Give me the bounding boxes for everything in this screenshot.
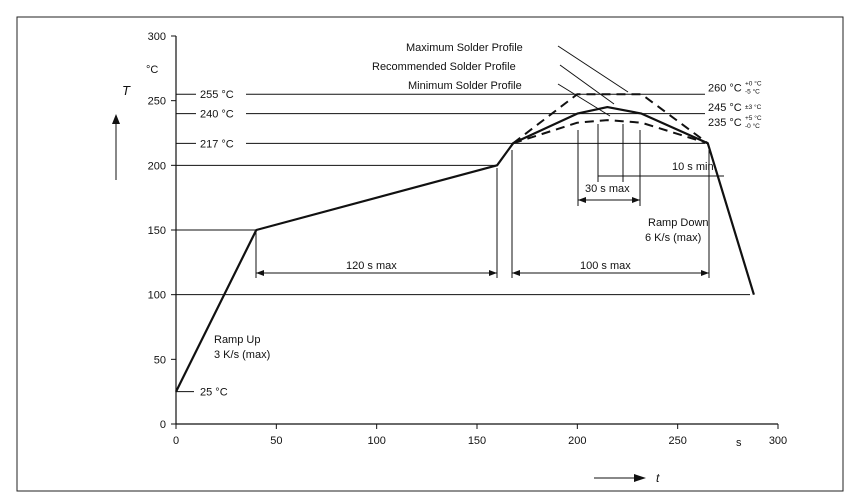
temp-label: 217 °C xyxy=(200,138,234,150)
near-peak-label: 30 s max xyxy=(585,183,630,195)
peak-tolerance-minus: -5 °C xyxy=(745,88,760,96)
y-ticks: 0 50 100 150 200 250 300 xyxy=(148,31,176,431)
leader-recommended xyxy=(559,64,615,105)
y-axis-arrow-head xyxy=(112,114,120,124)
y-tick-label: 100 xyxy=(148,290,166,302)
label-background xyxy=(196,87,246,102)
at-peak-label: 10 s min xyxy=(672,161,714,173)
x-unit-label: s xyxy=(736,437,742,449)
x-tick-label: 50 xyxy=(270,435,282,447)
y-axis-title: T xyxy=(122,83,131,98)
temp-label: 255 °C xyxy=(200,89,234,101)
preheat-arrow-left xyxy=(256,270,264,276)
label-background xyxy=(196,136,246,151)
peak-label-background xyxy=(706,79,766,96)
preheat-arrow-right xyxy=(489,270,497,276)
x-tick-label: 300 xyxy=(769,435,787,447)
y-tick-label: 200 xyxy=(148,160,166,172)
peak-tolerance-plus: +5 °C xyxy=(745,114,762,122)
liquidus-arrow-left xyxy=(512,270,520,276)
x-tick-label: 100 xyxy=(367,435,385,447)
peak-label-background xyxy=(706,114,766,131)
ramp-down-label-1: Ramp Down xyxy=(648,217,709,229)
leader-maximum xyxy=(557,45,629,93)
y-tick-label: 0 xyxy=(160,419,166,431)
near-peak-arrow-right xyxy=(632,197,640,203)
liquidus-label: 100 s max xyxy=(580,260,631,272)
peak-label: 260 °C xyxy=(708,83,742,95)
x-tick-label: 200 xyxy=(568,435,586,447)
peak-label-background xyxy=(706,99,766,116)
peak-label: 245 °C xyxy=(708,102,742,114)
y-tick-label: 50 xyxy=(154,354,166,366)
x-ticks: 0 50 100 150 200 250 300 xyxy=(173,424,787,447)
series-line-2 xyxy=(512,119,709,145)
legend-minimum: Minimum Solder Profile xyxy=(408,80,522,92)
chart-frame xyxy=(16,16,844,492)
x-tick-label: 250 xyxy=(668,435,686,447)
series-group xyxy=(175,93,755,393)
peak-tolerance-plus: ±3 °C xyxy=(745,103,762,111)
series-line-0 xyxy=(512,93,709,145)
label-background xyxy=(196,106,246,121)
peak-tolerance-minus: -0 °C xyxy=(745,122,760,130)
liquidus-arrow-right xyxy=(701,270,709,276)
x-tick-label: 0 xyxy=(173,435,179,447)
leader-minimum xyxy=(557,83,611,117)
legend-recommended: Recommended Solder Profile xyxy=(372,61,516,73)
x-axis-arrow-head xyxy=(634,474,646,482)
near-peak-arrow-left xyxy=(578,197,586,203)
peak-tolerance-plus: +0 °C xyxy=(745,80,762,88)
preheat-label: 120 s max xyxy=(346,260,397,272)
peak-label: 235 °C xyxy=(708,117,742,129)
temp-label: 25 °C xyxy=(200,387,228,399)
y-tick-label: 250 xyxy=(148,96,166,108)
legend-maximum: Maximum Solder Profile xyxy=(406,42,523,54)
ramp-down-label-2: 6 K/s (max) xyxy=(645,232,701,244)
ramp-up-label-1: Ramp Up xyxy=(214,334,260,346)
x-tick-label: 150 xyxy=(468,435,486,447)
ramp-up-label-2: 3 K/s (max) xyxy=(214,349,270,361)
temp-label: 240 °C xyxy=(200,109,234,121)
x-axis-title: t xyxy=(656,471,660,485)
y-tick-label: 150 xyxy=(148,225,166,237)
y-unit-label: °C xyxy=(146,64,158,76)
series-line-1 xyxy=(175,105,755,393)
y-tick-label: 300 xyxy=(148,31,166,43)
